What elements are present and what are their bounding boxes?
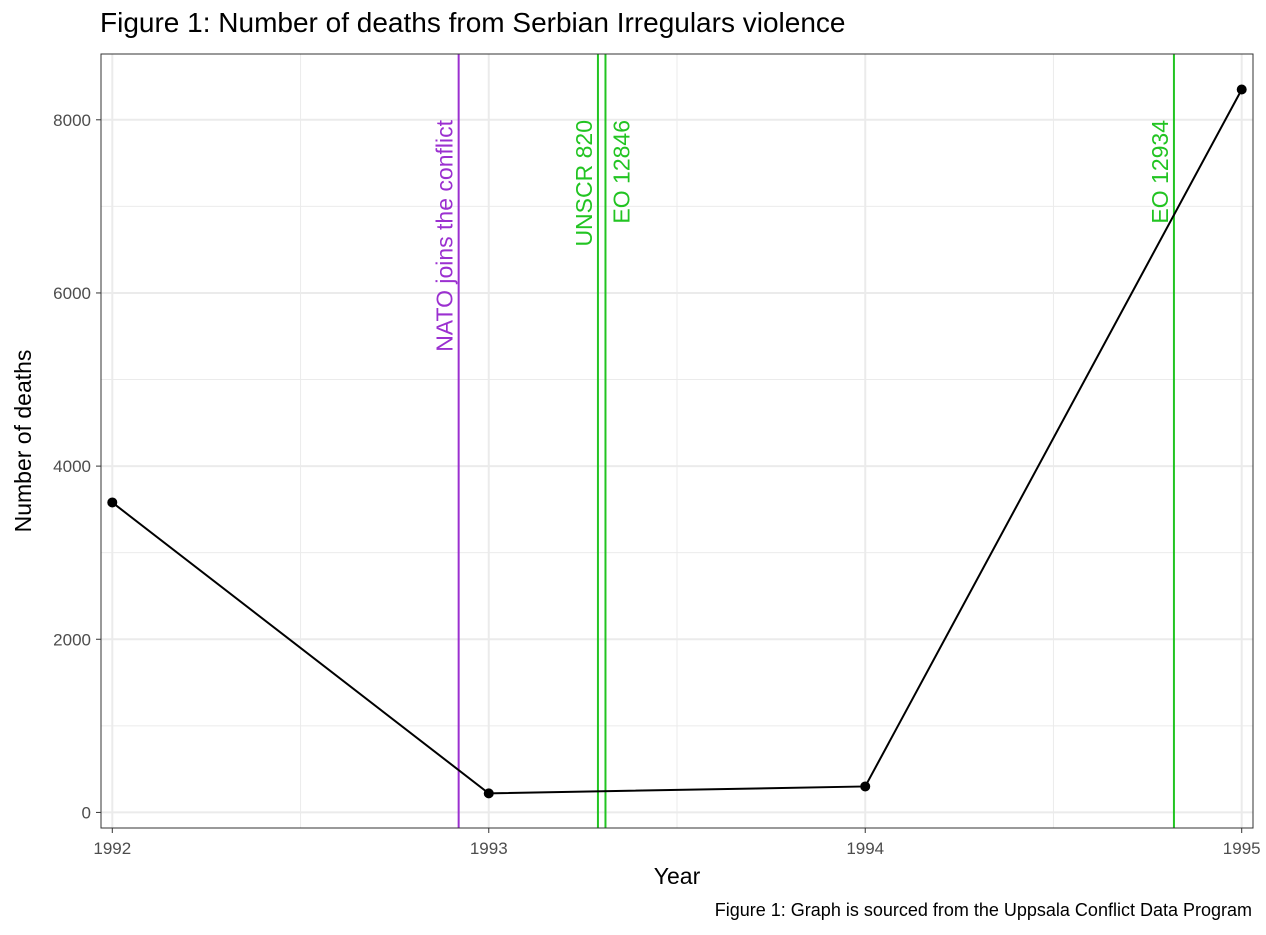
grid-layer	[101, 54, 1253, 828]
y-axis-title: Number of deaths	[10, 350, 36, 533]
x-tick-label: 1995	[1223, 839, 1261, 858]
y-tick-label: 6000	[53, 284, 91, 303]
event-line-label: EO 12934	[1147, 120, 1173, 224]
chart-title: Figure 1: Number of deaths from Serbian …	[100, 7, 846, 38]
data-point	[1236, 84, 1247, 95]
panel-border	[100, 53, 1254, 829]
x-tick-label: 1994	[846, 839, 884, 858]
x-tick-label: 1992	[93, 839, 131, 858]
y-tick-label: 4000	[53, 457, 91, 476]
series-layer	[107, 84, 1247, 799]
event-line-label: EO 12846	[608, 120, 634, 224]
data-point	[107, 497, 118, 508]
data-point	[483, 788, 494, 799]
event-line-label: UNSCR 820	[571, 120, 597, 247]
chart-caption: Figure 1: Graph is sourced from the Upps…	[714, 900, 1252, 920]
vertical-lines-layer: NATO joins the conflict UNSCR 820 EO 12846…	[432, 54, 1175, 828]
tick-layer: 0 2000 4000 6000 8000 1992 1993 1994 1995	[53, 111, 1260, 858]
y-tick-label: 8000	[53, 111, 91, 130]
event-line-label: NATO joins the conflict	[432, 119, 458, 351]
series-line	[111, 89, 1243, 795]
data-point	[860, 781, 871, 792]
x-tick-label: 1993	[470, 839, 508, 858]
y-tick-label: 0	[82, 803, 91, 822]
y-tick-label: 2000	[53, 630, 91, 649]
x-axis-title: Year	[654, 863, 701, 889]
